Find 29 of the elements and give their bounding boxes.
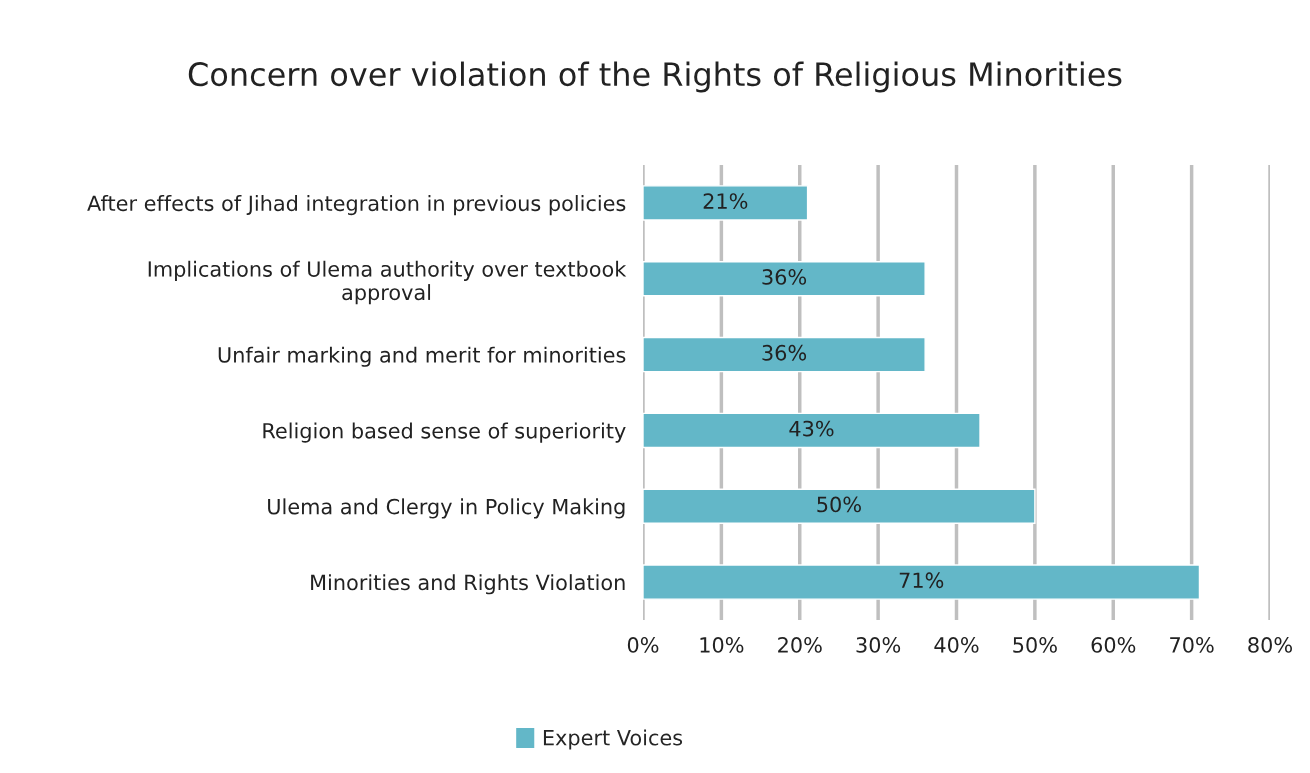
data-label: 71%: [899, 572, 944, 589]
x-tick-label: 60%: [1091, 637, 1136, 653]
bar: [643, 260, 926, 297]
bar: [643, 564, 1201, 600]
y-tick-label: Religion based sense of superiority: [263, 422, 626, 443]
y-tick-label: Minorities and Rights Violation: [311, 574, 625, 595]
data-label: 36%: [762, 344, 807, 361]
y-tick-label: Implications of Ulema authority over textbook approval: [148, 260, 627, 305]
bar: [643, 488, 1036, 525]
bar: [643, 412, 981, 449]
data-label: 36%: [762, 269, 807, 285]
x-tick-label: 70%: [1170, 637, 1214, 653]
data-label: 43%: [789, 420, 834, 437]
x-tick-label: 20%: [778, 637, 822, 653]
chart-title: Concern over violation of the Rights of Religious Minorities: [188, 61, 1122, 93]
y-tick-label: Unfair marking and merit for minorities: [218, 346, 626, 367]
legend-label: Expert Voices: [543, 729, 683, 750]
x-tick-label: 30%: [856, 637, 901, 653]
x-tick-label: 0%: [627, 637, 659, 653]
x-tick-label: 10%: [700, 637, 744, 653]
data-label: 21%: [703, 193, 748, 209]
x-tick-label: 50%: [1013, 637, 1057, 653]
y-tick-label: Ulema and Clergy in Policy Making: [268, 498, 625, 519]
x-tick-label: 40%: [934, 637, 979, 653]
x-tick-label: 80%: [1248, 637, 1292, 653]
data-label: 50%: [817, 496, 861, 513]
bar: [643, 185, 809, 221]
bar: [643, 336, 926, 373]
y-tick-label: After effects of Jihad integration in previous policies: [87, 195, 626, 216]
